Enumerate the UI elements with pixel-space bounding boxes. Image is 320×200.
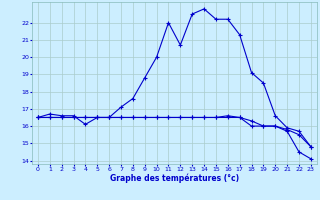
X-axis label: Graphe des températures (°c): Graphe des températures (°c): [110, 173, 239, 183]
